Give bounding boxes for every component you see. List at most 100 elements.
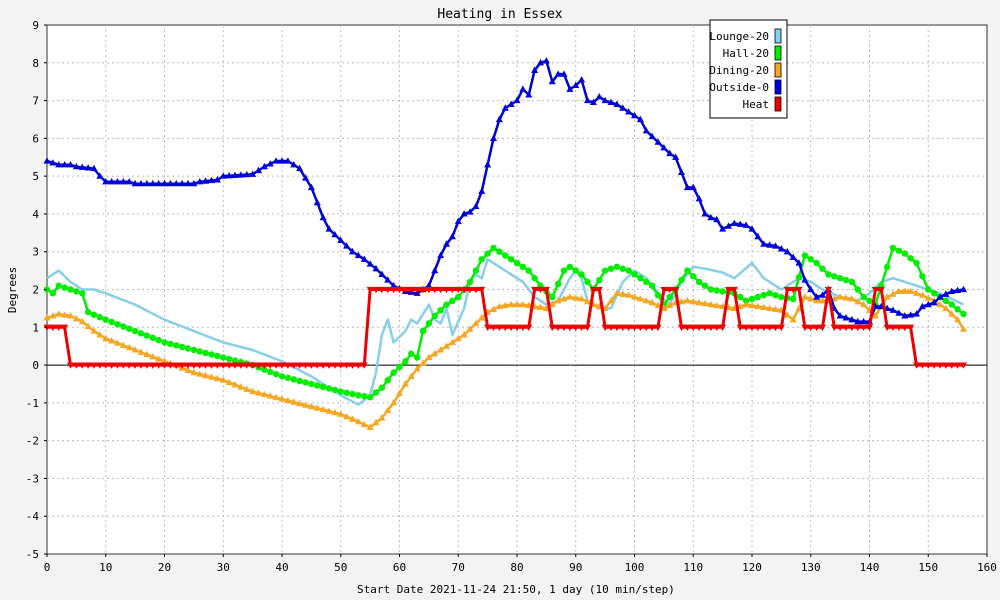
data-point-outside-0 [601,96,609,104]
data-point-heat [795,286,803,294]
data-point-outside-0 [531,66,539,73]
data-point-outside-0 [49,159,57,166]
data-point-outside-0 [801,276,809,283]
data-point-heat [584,324,591,332]
x-axis-title: Start Date 2021-11-24 21:50, 1 day (10 m… [357,583,675,596]
data-point-heat [719,324,727,332]
data-point-heat [742,324,750,332]
data-point-outside-0 [548,77,556,85]
data-point-hall-20 [408,350,415,357]
data-point-heat [272,362,280,369]
data-point-heat [760,324,768,332]
data-point-heat [337,362,345,369]
data-point-heat [566,324,574,332]
data-point-heat [225,362,233,369]
data-point-heat [313,362,321,369]
data-point-hall-20 [343,389,350,396]
data-point-heat [78,362,86,369]
data-point-hall-20 [173,342,180,349]
x-tick-label: 20 [158,561,171,574]
legend-label-lounge-20: Lounge-20 [709,30,769,43]
data-point-outside-0 [954,286,962,294]
data-point-heat [61,324,69,332]
data-point-dining-20 [448,338,456,345]
data-point-outside-0 [819,291,826,298]
data-point-dining-20 [313,404,321,411]
data-point-outside-0 [519,85,527,92]
data-point-hall-20 [531,274,538,282]
data-point-dining-20 [942,304,950,311]
data-point-dining-20 [860,300,868,308]
data-point-heat [213,362,221,369]
data-point-heat [572,324,580,332]
data-point-dining-20 [648,298,656,306]
data-point-outside-0 [525,91,533,98]
data-point-outside-0 [290,161,298,168]
data-point-hall-20 [554,280,562,288]
data-point-hall-20 [513,259,521,267]
data-point-heat [55,324,63,332]
data-point-heat [725,286,732,294]
data-point-dining-20 [131,346,139,353]
data-point-heat [266,362,274,369]
data-point-dining-20 [460,331,468,338]
data-point-heat [654,324,662,332]
data-point-outside-0 [437,251,445,259]
data-point-dining-20 [114,339,121,346]
data-point-dining-20 [695,298,703,306]
data-point-outside-0 [149,179,157,187]
data-point-heat [49,324,57,332]
data-point-hall-20 [366,393,374,401]
data-point-hall-20 [431,312,438,320]
data-point-outside-0 [566,85,574,92]
data-point-heat [378,286,386,294]
data-point-heat [871,286,879,294]
data-point-hall-20 [355,392,362,399]
series-layer [43,57,967,431]
data-point-dining-20 [537,303,544,311]
data-point-dining-20 [102,334,110,342]
data-point-hall-20 [643,278,650,286]
data-point-hall-20 [55,282,62,289]
data-point-dining-20 [208,373,215,380]
data-point-heat [155,362,163,369]
data-point-outside-0 [443,240,450,247]
data-point-hall-20 [948,301,955,308]
data-point-heat [589,286,597,294]
data-point-heat [143,362,151,369]
legend-label-outside-0: Outside-0 [709,81,769,94]
data-point-hall-20 [378,384,386,391]
data-point-hall-20 [61,284,68,291]
data-point-outside-0 [119,178,127,185]
data-point-heat [519,324,527,332]
data-point-outside-0 [243,170,251,178]
data-point-hall-20 [901,250,908,257]
series-heat [43,286,967,369]
data-point-dining-20 [266,392,274,399]
x-tick-label: 100 [625,561,645,574]
data-point-dining-20 [366,423,374,431]
data-point-dining-20 [143,350,151,358]
y-tick-label: 7 [32,95,39,108]
series-lounge-20 [46,258,965,406]
data-point-hall-20 [631,271,638,278]
data-point-outside-0 [572,81,580,89]
data-point-hall-20 [214,352,221,360]
data-point-hall-20 [455,293,462,301]
data-point-heat [824,286,832,294]
data-point-hall-20 [349,390,356,398]
data-point-hall-20 [772,291,779,299]
data-point-heat [960,362,967,369]
data-point-dining-20 [636,295,644,302]
x-tick-label: 140 [860,561,880,574]
data-point-heat [601,324,609,332]
data-point-heat [713,324,721,332]
data-point-dining-20 [871,312,879,319]
data-point-heat [848,324,856,332]
series-outside-0 [43,57,967,325]
data-point-hall-20 [789,295,797,303]
data-point-dining-20 [607,297,615,304]
data-point-dining-20 [61,311,69,318]
data-point-heat [748,324,756,332]
data-point-hall-20 [143,332,151,339]
